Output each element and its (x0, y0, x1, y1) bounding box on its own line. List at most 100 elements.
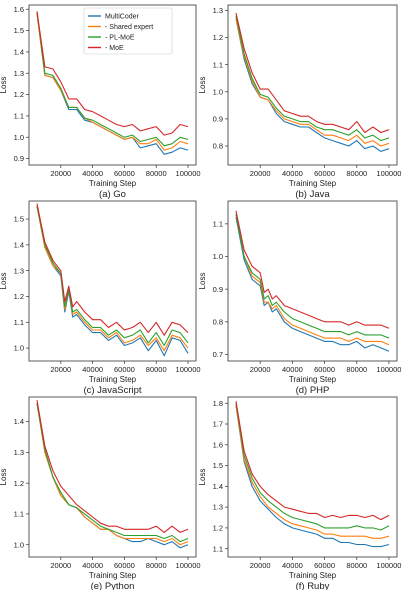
x-tick-label: 80000 (346, 365, 367, 374)
y-tick-label: 1.8 (213, 399, 223, 408)
x-axis-label: Training Step (89, 571, 137, 580)
y-tick-label: 1.4 (213, 482, 223, 491)
series-line (235, 405, 390, 539)
y-tick-label: 0.9 (14, 154, 24, 163)
legend-label: - MoE (105, 45, 124, 52)
x-tick-label: 40000 (282, 169, 303, 178)
y-axis-label: Loss (198, 273, 207, 290)
y-tick-label: 1.0 (14, 540, 24, 549)
y-tick-label: 1.5 (213, 461, 223, 470)
x-tick-label: 20000 (250, 561, 271, 570)
series-line (235, 18, 390, 147)
plot-frame (28, 200, 197, 362)
x-tick-label: 60000 (314, 169, 335, 178)
y-tick-label: 1.3 (14, 266, 24, 275)
legend: MultiCoder - Shared expert - PL-MoE - MoE (83, 7, 173, 55)
chart-panel: 20000 40000 60000 80000 100000 1.0 1.1 1.2 1.3 1.… (0, 200, 201, 396)
y-tick-label: 1.3 (213, 503, 223, 512)
x-tick-label: 20000 (50, 169, 71, 178)
y-tick-label: 1.1 (213, 544, 223, 553)
x-axis-label: Training Step (289, 571, 337, 580)
y-tick-label: 1.7 (213, 420, 223, 429)
x-tick-label: 40000 (82, 169, 103, 178)
series-line (36, 11, 189, 136)
y-tick-label: 1.6 (14, 5, 24, 14)
x-tick-label: 20000 (250, 169, 271, 178)
x-tick-label: 60000 (114, 365, 135, 374)
plot-frame (28, 396, 197, 558)
y-tick-label: 0.8 (213, 317, 223, 326)
y-axis-label: Loss (0, 77, 8, 94)
y-tick-label: 1.4 (14, 48, 24, 57)
y-tick-label: 1.4 (14, 240, 24, 249)
x-axis-label: Training Step (89, 179, 137, 188)
panel-caption: (d) PHP (296, 385, 330, 396)
legend-box (83, 7, 173, 55)
x-tick-label: 40000 (82, 365, 103, 374)
series-line (235, 217, 390, 352)
y-tick-label: 1.5 (14, 215, 24, 224)
y-tick-label: 1.1 (14, 510, 24, 519)
y-tick-label: 1.3 (14, 69, 24, 78)
y-axis-label: Loss (198, 469, 207, 486)
x-tick-label: 40000 (282, 365, 303, 374)
chart-panel: 20000 40000 60000 80000 100000 1.1 1.2 1.3 1.4 1.… (198, 396, 401, 590)
x-tick-label: 60000 (114, 169, 135, 178)
y-tick-label: 1.2 (14, 90, 24, 99)
series-line (235, 403, 390, 531)
y-tick-label: 0.9 (213, 285, 223, 294)
legend-label: - Shared expert (105, 24, 153, 31)
y-axis-label: Loss (0, 273, 8, 290)
x-tick-label: 40000 (282, 561, 303, 570)
y-tick-label: 0.8 (213, 142, 223, 151)
x-tick-label: 20000 (250, 365, 271, 374)
series-line (36, 206, 189, 352)
x-tick-label: 80000 (146, 169, 167, 178)
x-tick-label: 20000 (50, 365, 71, 374)
series-line (235, 213, 390, 346)
y-tick-label: 1.1 (14, 112, 24, 121)
chart-panel: 20000 40000 60000 80000 100000 0.8 0.9 1.0 1.1 1.… (198, 4, 401, 200)
x-axis-label: Training Step (89, 375, 137, 384)
y-axis-label: Loss (0, 469, 8, 486)
plot-frame (227, 4, 398, 166)
y-tick-label: 1.1 (213, 60, 223, 69)
y-tick-label: 1.1 (14, 318, 24, 327)
y-tick-label: 0.9 (213, 114, 223, 123)
y-tick-label: 1.2 (213, 524, 223, 533)
y-tick-label: 1.0 (213, 87, 223, 96)
legend-label: MultiCoder (105, 14, 140, 21)
y-tick-label: 1.3 (14, 448, 24, 457)
y-tick-label: 1.0 (213, 252, 223, 261)
x-tick-label: 60000 (314, 561, 335, 570)
series-line (36, 203, 189, 336)
x-tick-label: 100000 (376, 561, 401, 570)
x-tick-label: 80000 (346, 169, 367, 178)
panel-caption: (e) Python (91, 581, 135, 590)
x-tick-label: 60000 (114, 561, 135, 570)
x-tick-label: 100000 (176, 561, 201, 570)
series-line (235, 213, 390, 339)
x-tick-label: 100000 (176, 365, 201, 374)
x-tick-label: 80000 (146, 561, 167, 570)
y-tick-label: 1.2 (14, 479, 24, 488)
plot-frame (28, 4, 197, 166)
y-tick-label: 1.3 (213, 6, 223, 15)
y-tick-label: 1.2 (14, 292, 24, 301)
y-tick-label: 1.1 (213, 219, 223, 228)
chart-panel: 20000 40000 60000 80000 100000 0.9 1.0 1.1 1.2 1.… (0, 4, 201, 200)
y-tick-label: 1.6 (213, 440, 223, 449)
x-tick-label: 100000 (376, 365, 401, 374)
x-tick-label: 80000 (146, 365, 167, 374)
x-tick-label: 60000 (314, 365, 335, 374)
panel-caption: (f) Ruby (296, 581, 330, 590)
y-axis-label: Loss (198, 77, 207, 94)
series-line (235, 401, 390, 521)
series-line (36, 11, 189, 147)
series-line (36, 13, 189, 151)
x-axis-label: Training Step (289, 179, 337, 188)
legend-label: - PL-MoE (105, 35, 135, 42)
series-line (36, 403, 189, 546)
y-tick-label: 1.0 (14, 344, 24, 353)
